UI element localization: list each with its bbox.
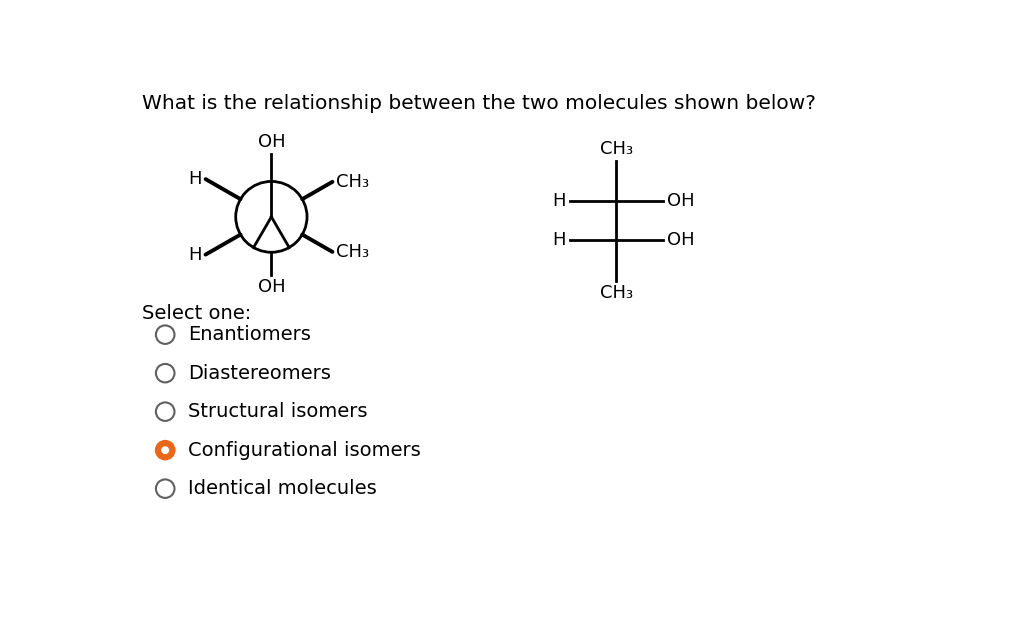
Circle shape <box>156 326 174 344</box>
Text: What is the relationship between the two molecules shown below?: What is the relationship between the two… <box>142 94 816 113</box>
Text: Diastereomers: Diastereomers <box>188 364 332 383</box>
Text: CH₃: CH₃ <box>336 173 370 191</box>
Text: CH₃: CH₃ <box>600 140 633 157</box>
Circle shape <box>162 447 169 453</box>
Text: OH: OH <box>667 192 694 210</box>
Text: CH₃: CH₃ <box>336 243 370 261</box>
Text: CH₃: CH₃ <box>600 284 633 302</box>
Text: OH: OH <box>667 231 694 249</box>
Text: H: H <box>188 246 202 264</box>
Text: Select one:: Select one: <box>142 304 251 323</box>
Text: H: H <box>552 192 566 210</box>
Circle shape <box>156 479 174 498</box>
Text: OH: OH <box>258 133 286 151</box>
Text: H: H <box>552 231 566 249</box>
Text: Enantiomers: Enantiomers <box>188 325 311 344</box>
Text: H: H <box>188 170 202 188</box>
Text: Configurational isomers: Configurational isomers <box>188 441 421 459</box>
Circle shape <box>156 441 174 459</box>
Circle shape <box>156 364 174 383</box>
Text: Identical molecules: Identical molecules <box>188 479 377 498</box>
Circle shape <box>156 402 174 421</box>
Text: OH: OH <box>258 278 286 296</box>
Text: Structural isomers: Structural isomers <box>188 402 368 421</box>
